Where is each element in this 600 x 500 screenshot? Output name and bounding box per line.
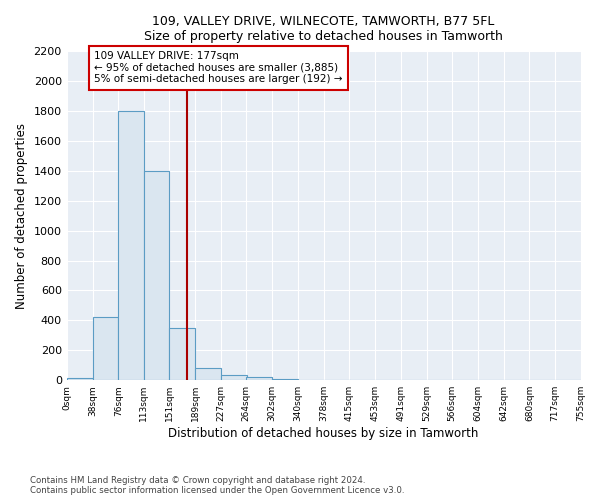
Text: 109 VALLEY DRIVE: 177sqm
← 95% of detached houses are smaller (3,885)
5% of semi: 109 VALLEY DRIVE: 177sqm ← 95% of detach…	[94, 51, 343, 84]
Bar	[195, 368, 221, 380]
Text: Contains HM Land Registry data © Crown copyright and database right 2024.
Contai: Contains HM Land Registry data © Crown c…	[30, 476, 404, 495]
Bar	[221, 375, 247, 380]
Bar	[118, 111, 144, 380]
Bar	[169, 328, 195, 380]
Bar	[67, 378, 92, 380]
X-axis label: Distribution of detached houses by size in Tamworth: Distribution of detached houses by size …	[169, 427, 479, 440]
Bar	[143, 171, 169, 380]
Y-axis label: Number of detached properties: Number of detached properties	[15, 122, 28, 308]
Bar	[247, 377, 272, 380]
Bar	[272, 378, 298, 380]
Bar	[92, 318, 118, 380]
Title: 109, VALLEY DRIVE, WILNECOTE, TAMWORTH, B77 5FL
Size of property relative to det: 109, VALLEY DRIVE, WILNECOTE, TAMWORTH, …	[144, 15, 503, 43]
